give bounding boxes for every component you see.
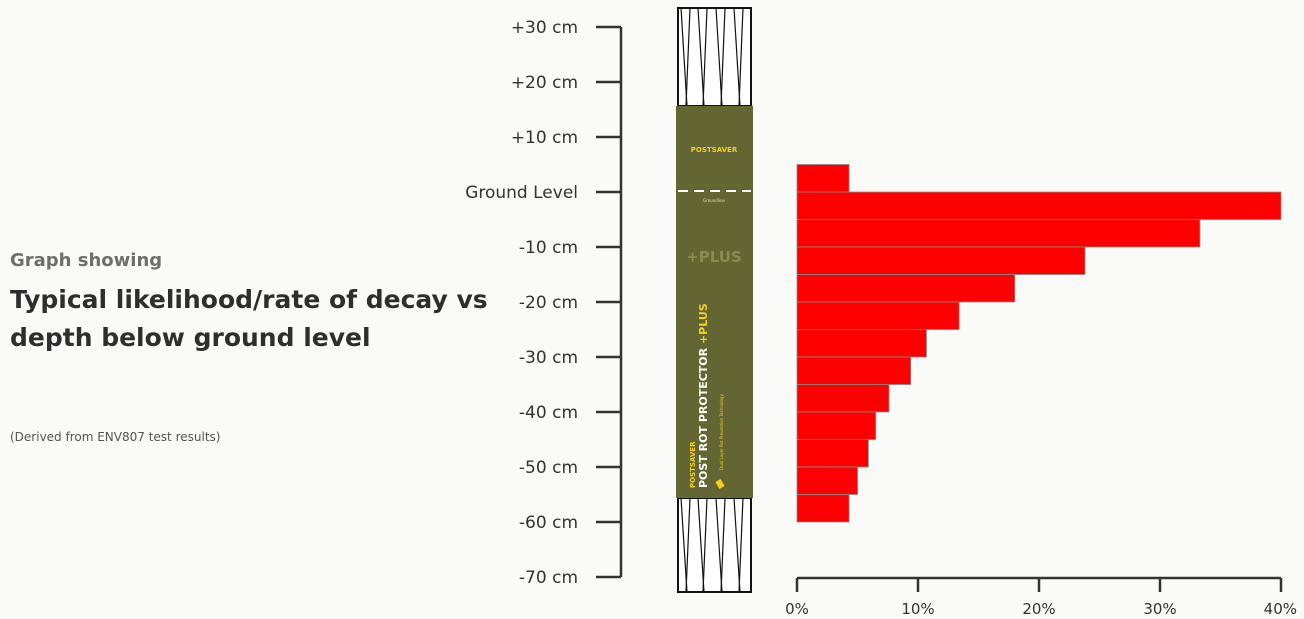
post-illustration: POSTSAVER Groundline +PLUS POSTSAVER POS… [676, 7, 753, 593]
decay-bar [796, 301, 960, 330]
sleeve-vertical-brand: POSTSAVER [689, 441, 697, 488]
grain-line [738, 498, 744, 592]
wood-grain-top [680, 8, 751, 106]
x-axis: 0% 10% 20% 30% 40% [785, 576, 1297, 618]
decay-bar [796, 246, 1086, 275]
decay-bar [796, 164, 850, 193]
groundline-text: Groundline [703, 198, 725, 203]
x-tick-label: 40% [1264, 600, 1297, 618]
decay-bar [796, 219, 1201, 248]
decay-bar [796, 384, 890, 413]
grain-line [720, 498, 726, 592]
sleeve-plus-label: +PLUS [686, 248, 742, 266]
sleeve-vertical-text: POSTSAVER POST ROT PROTECTOR +PLUS Dual … [689, 303, 725, 489]
decay-bar [796, 274, 1016, 303]
grain-line [715, 8, 723, 106]
sleeve-tagline: Dual Layer Rot Prevention Technology [719, 394, 724, 470]
sleeve-product-name: POST ROT PROTECTOR [697, 347, 710, 488]
x-tick-label: 10% [901, 600, 934, 618]
decay-bar [796, 466, 858, 495]
grain-line [715, 498, 723, 592]
depth-tick-label: -10 cm [519, 238, 578, 258]
depth-tick-label: +20 cm [511, 73, 578, 93]
depth-tick-label: -30 cm [519, 348, 578, 368]
decay-bar [796, 439, 869, 468]
grain-line [702, 498, 708, 592]
grain-line [702, 8, 708, 106]
decay-bar [796, 329, 927, 358]
grain-line [680, 498, 688, 592]
grain-line [680, 8, 688, 106]
depth-tick-label: -60 cm [519, 513, 578, 533]
depth-tick-label: +30 cm [511, 18, 578, 38]
source-note: (Derived from ENV807 test results) [10, 430, 221, 444]
grain-line [685, 8, 691, 106]
depth-tick-label: Ground Level [465, 183, 578, 203]
sleeve-pencil-icon [715, 479, 725, 489]
sleeve-brand-logo: POSTSAVER [691, 146, 738, 154]
decay-bars [796, 164, 1282, 523]
grain-line [685, 498, 691, 592]
x-tick-label: 0% [785, 600, 809, 618]
decay-bar [796, 411, 877, 440]
depth-tick-label: -50 cm [519, 458, 578, 478]
sleeve-product-plus: +PLUS [697, 303, 710, 344]
title-block: Graph showing Typical likelihood/rate of… [10, 250, 490, 357]
grain-line [733, 498, 741, 592]
decay-bar [796, 191, 1282, 220]
decay-bar [796, 494, 850, 523]
depth-tick-label: -70 cm [519, 568, 578, 588]
post-sleeve [676, 106, 753, 498]
grain-line [738, 8, 744, 106]
x-tick-label: 30% [1143, 600, 1176, 618]
x-tick-label: 20% [1022, 600, 1055, 618]
depth-tick-label: -40 cm [519, 403, 578, 423]
grain-line [733, 8, 741, 106]
depth-tick-label: +10 cm [511, 128, 578, 148]
depth-tick-label: -20 cm [519, 293, 578, 313]
depth-axis: +30 cm +20 cm +10 cm Ground Level -10 cm -20 … [465, 18, 623, 588]
grain-line [720, 8, 726, 106]
chart-subtitle: Graph showing [10, 250, 163, 271]
wood-grain-bottom [680, 498, 751, 592]
chart-title: Typical likelihood/rate of decay vs dept… [10, 285, 488, 352]
sleeve-product-name-line: POST ROT PROTECTOR +PLUS [697, 303, 710, 488]
grain-line [697, 498, 705, 592]
decay-bar [796, 356, 912, 385]
grain-line [697, 8, 705, 106]
